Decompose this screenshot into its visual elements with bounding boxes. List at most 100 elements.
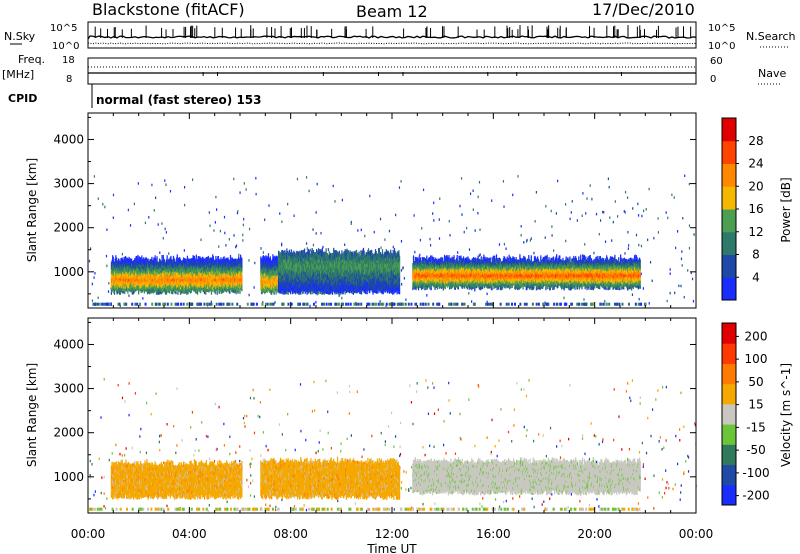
noise-point (151, 184, 152, 187)
noise-point (268, 204, 269, 207)
noise-point (98, 297, 99, 300)
noise-point (636, 234, 637, 237)
noise-point (235, 246, 236, 249)
noise-point (163, 237, 164, 240)
noise-point (432, 212, 433, 215)
noise-point (693, 300, 694, 303)
noise-point (624, 210, 625, 213)
noise-point (571, 211, 572, 214)
noise-point (478, 196, 479, 199)
noise-point (670, 268, 671, 271)
noise-point (249, 228, 250, 231)
noise-point (638, 214, 639, 217)
noise-point (666, 211, 667, 214)
noise-point (166, 231, 167, 234)
noise-point (367, 292, 368, 295)
nave-label: Nave (758, 67, 786, 80)
noise-point (615, 200, 616, 203)
noise-point (138, 182, 139, 185)
echo-cell (131, 259, 132, 262)
noise-point (649, 302, 650, 305)
noise-point (414, 251, 415, 254)
noise-point (632, 207, 633, 210)
noise-point (148, 216, 149, 219)
noise-point (599, 233, 600, 236)
noise-point (213, 229, 214, 232)
noise-point (586, 197, 587, 200)
echo-cell (148, 258, 149, 261)
noise-point (243, 218, 244, 221)
noise-point (583, 298, 584, 301)
noise-point (400, 180, 401, 183)
echo-cell (184, 258, 185, 261)
noise-point (93, 276, 94, 279)
noise-point (351, 222, 352, 225)
noise-point (681, 250, 682, 253)
noise-point (287, 203, 288, 206)
noise-point (316, 232, 317, 235)
noise-point (533, 252, 534, 255)
echo-cell (125, 257, 126, 260)
noise-point (260, 247, 261, 250)
station-title: Blackstone (fitACF) (92, 0, 245, 19)
noise-point (165, 183, 166, 186)
noise-point (94, 175, 95, 178)
noise-point (154, 209, 155, 212)
noise-point (593, 252, 594, 255)
noise-point (220, 230, 221, 233)
noise-point (184, 204, 185, 207)
noise-point (628, 244, 629, 247)
noise-point (159, 251, 160, 254)
echo-cell (161, 255, 162, 258)
echo-cell (155, 255, 156, 258)
noise-point (535, 220, 536, 223)
freq-unit: [MHz] (2, 68, 34, 81)
noise-point (158, 223, 159, 226)
noise-point (281, 244, 282, 247)
echo-cell (220, 257, 221, 260)
echo-cell (129, 257, 130, 260)
echo-cell (172, 259, 173, 262)
noise-point (689, 247, 690, 250)
noise-point (164, 179, 165, 182)
noise-point (364, 235, 365, 238)
noise-point (244, 182, 245, 185)
noise-point (145, 222, 146, 225)
echo-cell (155, 258, 156, 261)
noise-point (602, 211, 603, 214)
noise-point (246, 188, 247, 191)
noise-point (551, 225, 552, 228)
noise-point (439, 197, 440, 200)
noise-point (92, 299, 93, 302)
noise-point (254, 286, 255, 289)
noise-point (457, 251, 458, 254)
noise-point (603, 211, 604, 214)
noise-point (611, 239, 612, 242)
noise-point (263, 251, 264, 254)
noise-point (527, 239, 528, 242)
noise-point (473, 208, 474, 211)
noise-point (499, 243, 500, 246)
echo-cell (177, 254, 178, 257)
noise-point (215, 196, 216, 199)
noise-point (693, 233, 694, 236)
noise-point (405, 298, 406, 301)
noise-point (557, 180, 558, 183)
sky-tick-lo: 10^0 (52, 41, 79, 52)
nsky-label: N.Sky (4, 30, 36, 43)
cpid-label: CPID (8, 92, 37, 105)
nsky-trace (88, 25, 696, 44)
noise-point (625, 191, 626, 194)
noise-point (104, 206, 105, 209)
noise-point (255, 177, 256, 180)
echo-cell (213, 256, 214, 259)
noise-point (648, 188, 649, 191)
noise-point (309, 305, 310, 308)
noise-point (653, 237, 654, 240)
noise-point (536, 191, 537, 194)
noise-point (420, 239, 421, 242)
noise-point (470, 192, 471, 195)
noise-point (342, 199, 343, 202)
noise-point (399, 186, 400, 189)
noise-point (638, 244, 639, 247)
